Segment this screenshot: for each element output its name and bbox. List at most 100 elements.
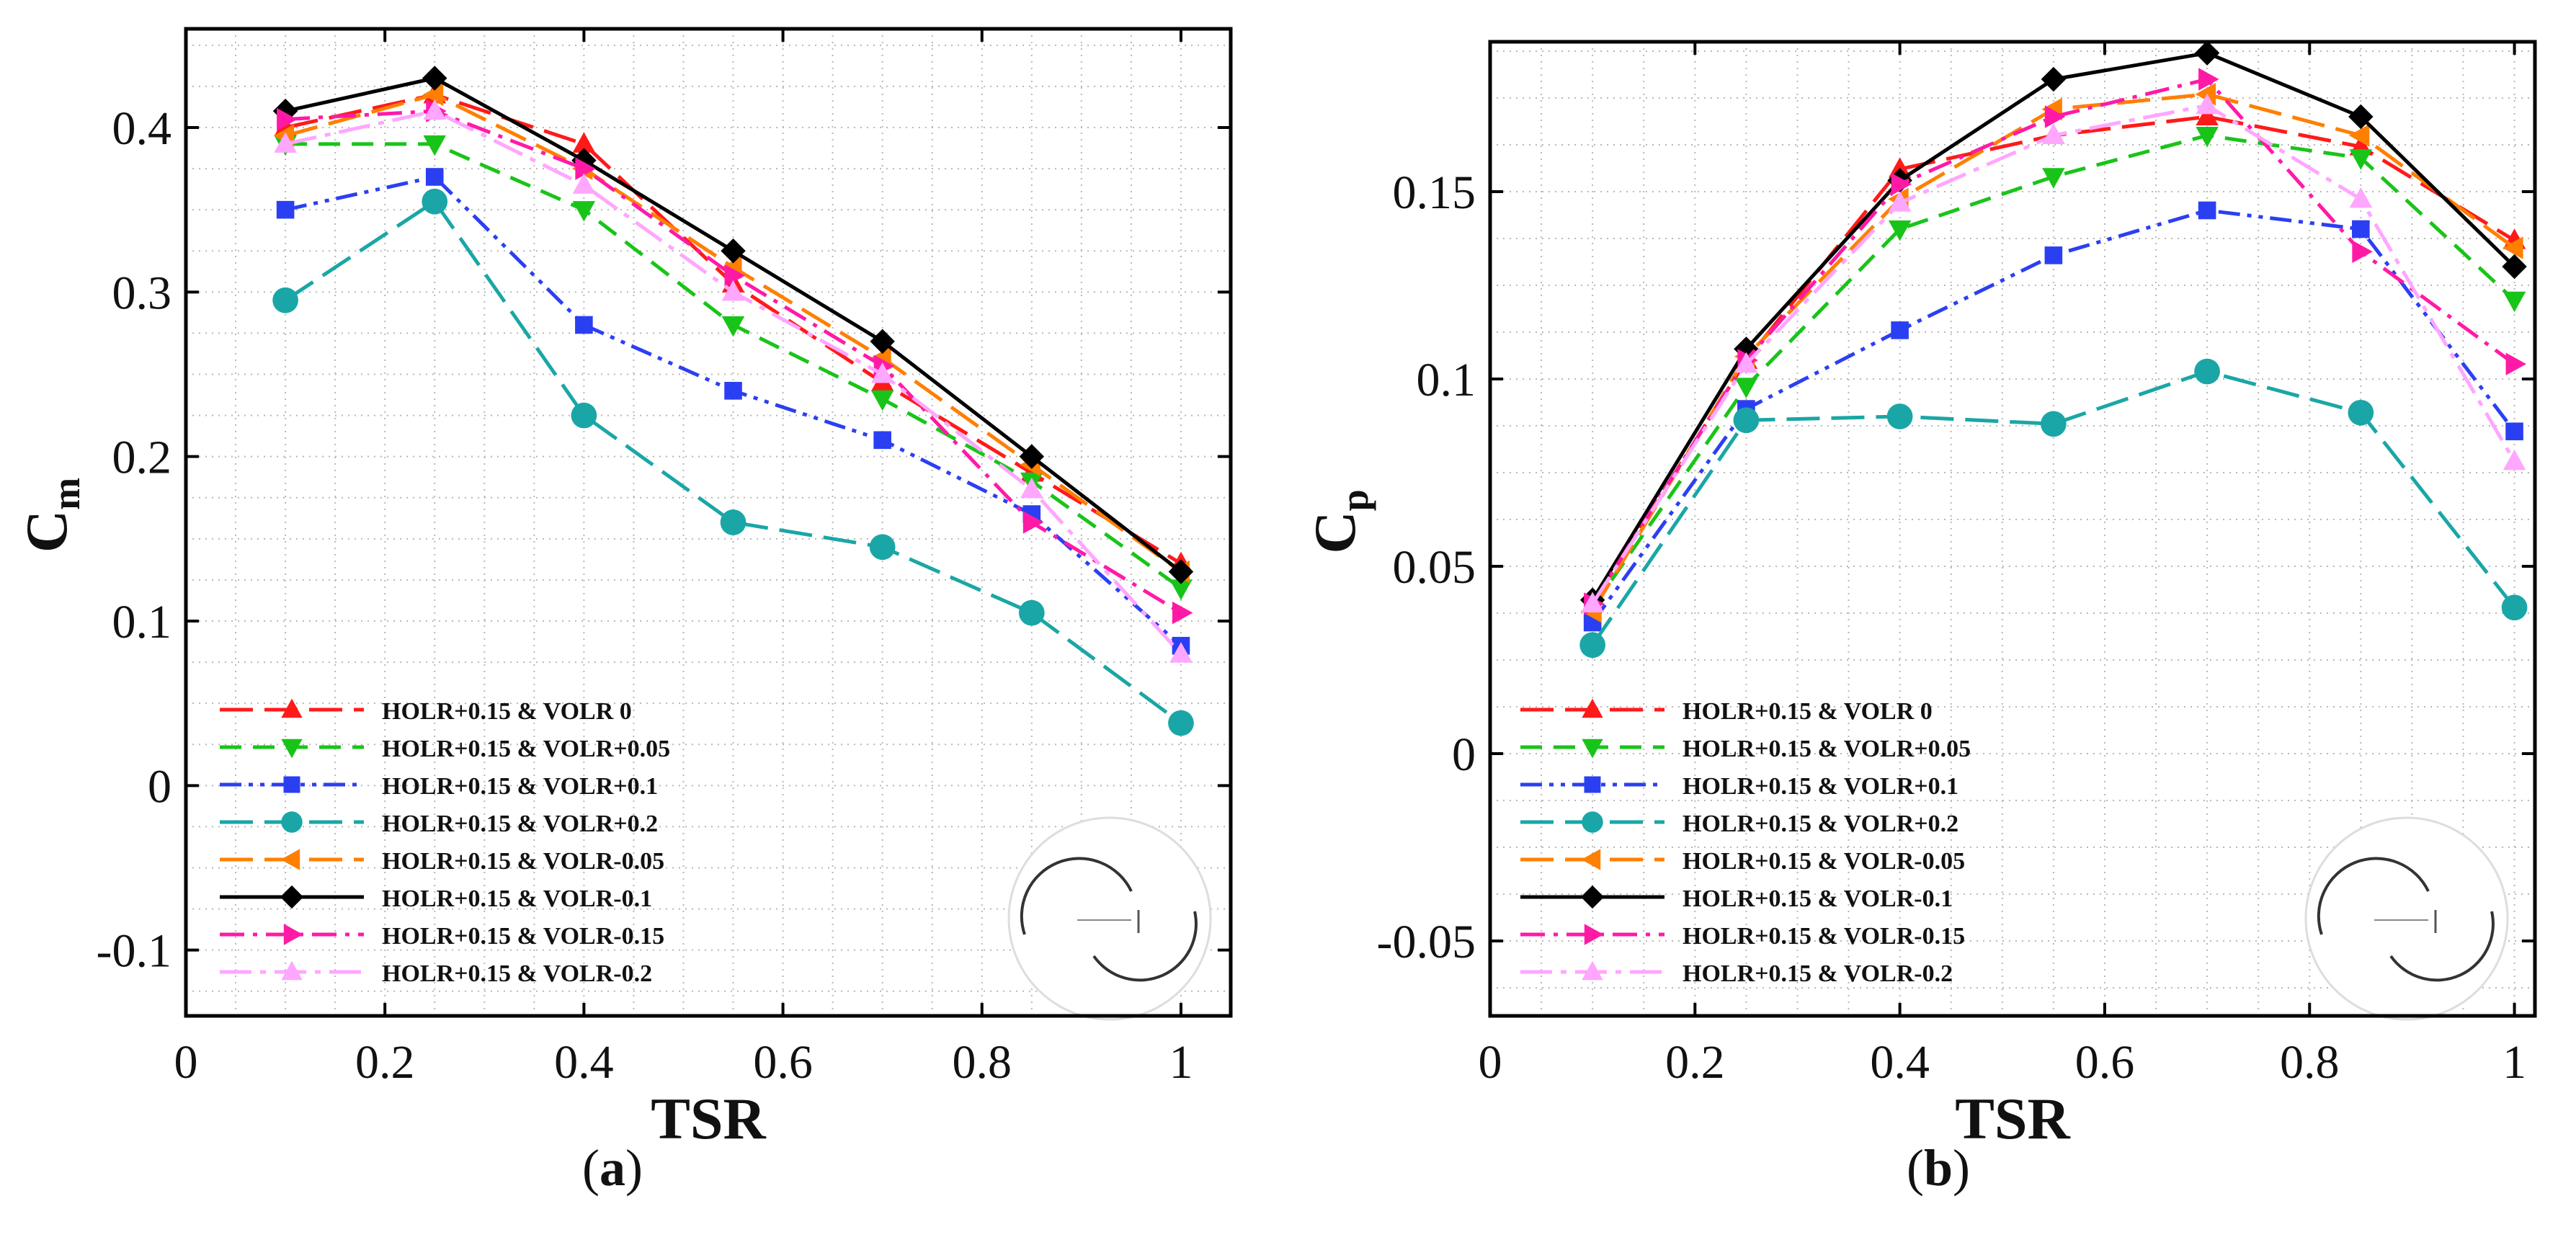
panel-a-series-7-point [1172,601,1193,625]
panel-a-legend-label-7: HOLR+0.15 & VOLR-0.15 [382,923,664,950]
panel-a-series-8-point [721,280,745,301]
panel-b-series-6-point [2041,66,2067,92]
panel-a-rotor-circle [1007,816,1212,1021]
panel-b-legend-label-1: HOLR+0.15 & VOLR 0 [1683,698,1933,725]
panel-a-series-4-point [869,534,896,561]
panel-b-x-tick-label: 0.6 [2075,1036,2135,1089]
panel-a-series-2-point [870,390,894,411]
panel-b-rotor-blade-right [2389,911,2495,982]
panel-b-series-7-point [2044,105,2066,128]
panel-a-legend-marker-4 [281,811,303,833]
panel-a-series-7-point [724,264,746,287]
panel-a-legend-label-1: HOLR+0.15 & VOLR 0 [382,698,632,725]
panel-b-legend-label-3: HOLR+0.15 & VOLR+0.1 [1683,773,1958,800]
panel-b-rotor-circle [2304,816,2509,1021]
panel-b-series-3-point [2198,201,2216,220]
panel-b-series-4 [1579,358,2528,659]
panel-b-x-tick-label: 0.4 [1870,1036,1930,1089]
panel-b-rotor-inset [2304,816,2509,1021]
panel-a-series-4-point [1018,599,1045,626]
panel-a-y-tick-label: 0.2 [112,432,172,484]
panel-a-series-8-point [1020,477,1043,499]
panel-caption-a: (a) [582,1139,643,1197]
panel-b-series-4-point [1579,632,1606,659]
panel-a-frame [184,27,1233,1018]
panel-a-series-7-point [1022,511,1044,534]
panel-b-y-tick-label: 0.05 [1393,541,1476,594]
panel-caption-b: (b) [1906,1139,1970,1197]
panel-a-rotor-inset [1007,816,1212,1021]
panel-a-series-6-point [1019,444,1045,469]
panel-a-series-8-point [870,362,894,383]
panel-b-series-3-point [2352,220,2370,238]
panel-b-series-5-point [2503,236,2523,259]
panel-a-legend-label-2: HOLR+0.15 & VOLR+0.05 [382,736,670,762]
panel-b-series-4-point [2501,594,2528,621]
panel-b-series-4-point [2348,399,2374,426]
panel-b-legend-marker-1 [1582,698,1603,718]
panel-a-legend-marker-8 [281,960,303,981]
panel-b-y-tick-label: 0.1 [1417,354,1476,406]
panel-a-series-8-point [423,99,446,120]
panel-caption-b-letter: b [1923,1139,1953,1197]
panel-a-legend-label-5: HOLR+0.15 & VOLR-0.05 [382,848,664,875]
panel-a-x-tick-label: 0.4 [554,1036,614,1089]
panel-a-series-2-point [423,135,446,156]
panel-b-y-axis-label-sub: p [1333,489,1376,511]
panel-b-legend-label-4: HOLR+0.15 & VOLR+0.2 [1683,811,1958,837]
panel-caption-a-letter: a [600,1139,625,1197]
panel-b-series-1-point [2196,104,2219,125]
panel-b-series-3-point [1891,321,1909,339]
panel-b-legend-marker-4 [1582,811,1603,833]
panel-a-legend-marker-1 [281,698,303,718]
panel-b-legend-marker-7 [1584,924,1604,945]
panel-a-y-axis-label-sub: m [45,478,88,510]
panel-a-x-tick-label: 0.2 [355,1036,415,1089]
panel-b-series-5-point [2195,83,2216,106]
panel-b-series-6-point [2194,40,2220,66]
panel-b-legend-marker-5 [1581,849,1601,870]
panel-b-series-1-point [1888,157,1912,178]
panel-a-y-tick-label: 0.1 [112,596,172,648]
panel-a-series-3-point [425,168,444,186]
panel-a-y-tick-label: 0.4 [112,102,172,155]
panel-b-y-axis-label-main: C [1302,511,1368,553]
panel-b-y-tick-label: 0 [1452,728,1476,781]
panel-b-series-2-point [2196,127,2219,148]
panel-a-legend-marker-6 [280,885,304,909]
panel-a-series-8-point [572,173,596,194]
panel-a-rotor-blade-right [1092,911,1198,982]
panel-a-series-3-point [873,431,891,450]
panel-a-y-axis-label: Cm [14,478,88,553]
panel-a-legend: HOLR+0.15 & VOLR 0 HOLR+0.15 & VOLR+0.05 H… [220,698,670,987]
panel-b-series-3-point [2505,422,2523,441]
panel-a-series-6-point [422,66,447,91]
panel-b-series-4-point [1733,407,1760,434]
panel-a-rotor-blade-left [1020,857,1133,935]
panel-a-series-4-point [422,188,448,215]
panel-b-x-tick-label: 0.2 [1665,1036,1725,1089]
panel-b-series-8-point [1734,352,1758,373]
panel-a-series-3-point [575,316,593,334]
panel-a-series-8-point [1169,642,1193,663]
panel-a-legend-label-4: HOLR+0.15 & VOLR+0.2 [382,811,658,837]
panel-a-legend-label-8: HOLR+0.15 & VOLR-0.2 [382,960,652,987]
panel-b-series-5-point [2348,124,2370,147]
panel-b-series-7-point [2198,68,2219,91]
panel-a-series-6-point [721,238,746,264]
panel-b-y-tick-label: 0.15 [1393,166,1476,219]
panel-b-x-tick-label: 1 [2503,1036,2526,1089]
panel-a-legend-label-6: HOLR+0.15 & VOLR-0.1 [382,885,652,912]
panel-a-series-4-point [1168,710,1194,736]
panel-b-x-tick-label: 0.8 [2280,1036,2340,1089]
chart-panel-a: 0 0.2 0.4 0.6 0.8 1 -0.1 0 0.1 0.2 0.3 0.4 TSR Cm HOLR… [14,27,1233,1151]
panel-b-legend-label-2: HOLR+0.15 & VOLR+0.05 [1683,736,1971,762]
panel-b-series-8-point [2349,187,2373,208]
panel-b-legend: HOLR+0.15 & VOLR 0 HOLR+0.15 & VOLR+0.05 H… [1520,698,1971,987]
panel-b-frame [1488,40,2537,1018]
panel-a-x-tick-label: 1 [1169,1036,1193,1089]
panel-a-x-axis-label: TSR [651,1086,766,1151]
chart-panel-b: 0 0.2 0.4 0.6 0.8 1 -0.05 0 0.05 0.1 0.15 TSR Cp HOLR… [1302,40,2537,1151]
panel-a-legend-label-3: HOLR+0.15 & VOLR+0.1 [382,773,658,800]
